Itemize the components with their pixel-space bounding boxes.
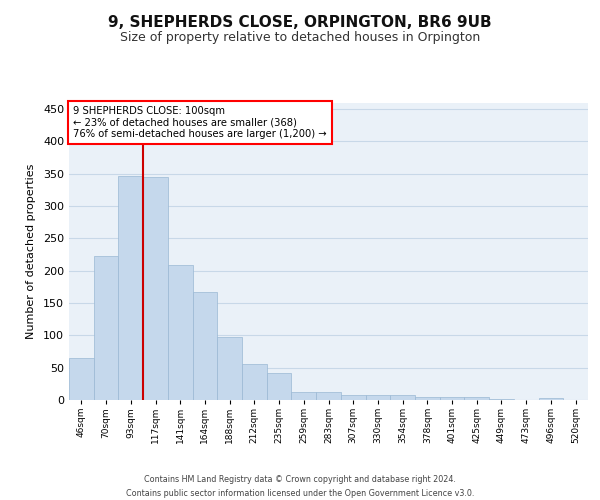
Bar xyxy=(168,266,193,400)
Text: 9, SHEPHERDS CLOSE, ORPINGTON, BR6 9UB: 9, SHEPHERDS CLOSE, ORPINGTON, BR6 9UB xyxy=(108,15,492,30)
Bar xyxy=(292,392,316,400)
Bar xyxy=(217,338,242,400)
Bar xyxy=(267,373,292,400)
Bar xyxy=(415,397,440,400)
Bar xyxy=(341,395,365,400)
Bar xyxy=(69,358,94,400)
Bar xyxy=(242,364,267,400)
Bar xyxy=(464,398,489,400)
Bar xyxy=(390,396,415,400)
Bar xyxy=(118,176,143,400)
Bar xyxy=(440,397,464,400)
Text: 9 SHEPHERDS CLOSE: 100sqm
← 23% of detached houses are smaller (368)
76% of semi: 9 SHEPHERDS CLOSE: 100sqm ← 23% of detac… xyxy=(73,106,327,139)
Text: Contains HM Land Registry data © Crown copyright and database right 2024.
Contai: Contains HM Land Registry data © Crown c… xyxy=(126,474,474,498)
Bar xyxy=(316,392,341,400)
Bar xyxy=(539,398,563,400)
Bar xyxy=(143,177,168,400)
Bar xyxy=(193,292,217,400)
Y-axis label: Number of detached properties: Number of detached properties xyxy=(26,164,36,339)
Bar xyxy=(365,395,390,400)
Text: Size of property relative to detached houses in Orpington: Size of property relative to detached ho… xyxy=(120,31,480,44)
Bar xyxy=(94,256,118,400)
